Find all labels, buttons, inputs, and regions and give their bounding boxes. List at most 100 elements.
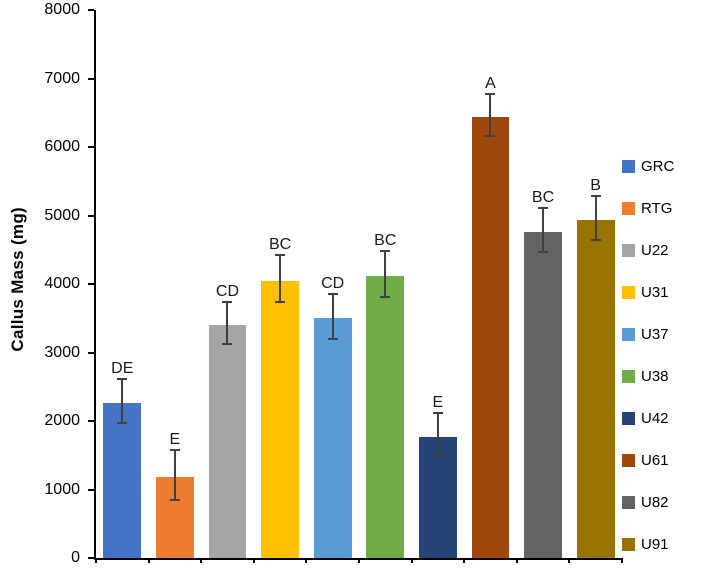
bar-group-u31: BC [254, 10, 307, 558]
legend-item-u82: U82 [622, 481, 716, 523]
x-tick-mark [410, 558, 413, 563]
bar-group-u61: A [464, 10, 517, 558]
bar [208, 325, 247, 558]
bar [313, 318, 352, 558]
significance-label: E [169, 431, 181, 449]
bar-group-u22: CD [201, 10, 254, 558]
significance-label: BC [268, 235, 292, 253]
error-bar-line [542, 209, 545, 251]
legend-label: U42 [641, 409, 669, 427]
bar-group-u82: BC [517, 10, 570, 558]
x-tick-mark [200, 558, 203, 563]
legend-label: U22 [641, 241, 669, 259]
error-bar-line [384, 251, 387, 296]
error-bar-line [279, 255, 282, 302]
significance-label: E [432, 394, 444, 412]
error-bar-line [226, 303, 229, 343]
bar [261, 280, 300, 558]
error-bar [327, 293, 338, 340]
significance-label: DE [111, 359, 134, 377]
y-tick-mark [88, 77, 94, 80]
y-tick-label: 2000 [44, 412, 80, 429]
legend-label: U91 [641, 535, 669, 553]
legend-label: U38 [641, 367, 669, 385]
legend-item-u38: U38 [622, 355, 716, 397]
y-axis-title-area: Callus Mass (mg) [0, 0, 36, 573]
legend-item-u31: U31 [622, 271, 716, 313]
y-tick-mark [88, 420, 94, 422]
error-bar [117, 377, 128, 425]
legend-label: U82 [641, 493, 669, 511]
error-bar-line [121, 379, 124, 423]
legend-swatch [622, 327, 635, 341]
legend: GRC RTG U22 U31 U37 U38 U42 U61 U82 U91 [622, 0, 716, 573]
error-bar [380, 249, 391, 298]
bar-group-u38: BC [359, 10, 412, 558]
legend-label: RTG [641, 199, 673, 217]
significance-label: BC [531, 189, 555, 207]
y-tick-mark [88, 488, 94, 491]
legend-item-u42: U42 [622, 397, 716, 439]
x-tick-mark [621, 558, 623, 563]
y-tick-mark [88, 283, 94, 285]
legend-swatch [622, 453, 635, 467]
y-tick-label: 0 [71, 549, 80, 566]
bar [366, 275, 405, 558]
x-tick-mark [147, 558, 150, 563]
legend-item-u91: U91 [622, 523, 716, 565]
bar-group-u37: CD [306, 10, 359, 558]
y-tick-label: 4000 [44, 275, 80, 292]
plot-area: DE E CD BC CD BC E A BC B [94, 10, 623, 563]
error-bar [275, 253, 286, 304]
legend-swatch [622, 243, 635, 257]
bar [524, 231, 562, 558]
y-tick-label: 3000 [44, 343, 80, 361]
legend-swatch [622, 495, 635, 509]
error-bar-line [173, 451, 176, 500]
x-tick-mark [358, 558, 360, 563]
significance-label: CD [215, 283, 240, 301]
legend-swatch [622, 369, 635, 383]
error-bar [538, 207, 549, 253]
x-tick-mark [305, 558, 308, 563]
legend-item-grc: GRC [622, 145, 716, 187]
y-tick-label: 5000 [44, 206, 80, 224]
x-tick-mark [568, 558, 571, 563]
y-tick-label: 8000 [44, 1, 80, 18]
x-tick-mark [515, 558, 518, 563]
bar-group-u42: E [412, 10, 465, 558]
error-bar-line [594, 196, 597, 239]
y-tick-mark [88, 214, 94, 217]
significance-label: BC [374, 231, 397, 249]
x-tick-mark [95, 558, 97, 563]
y-tick-mark [88, 557, 94, 559]
error-bar-line [436, 414, 439, 456]
y-tick-label: 1000 [44, 480, 80, 498]
significance-label: B [590, 176, 601, 194]
y-tick-mark [88, 351, 94, 354]
legend-label: U37 [641, 325, 669, 343]
legend-swatch [622, 411, 635, 425]
error-bar-line [489, 95, 492, 135]
legend-item-u37: U37 [622, 313, 716, 355]
error-bar [485, 93, 496, 137]
x-tick-mark [252, 558, 255, 563]
legend-item-u61: U61 [622, 439, 716, 481]
y-tick-mark [88, 9, 94, 11]
y-tick-label: 7000 [44, 69, 80, 87]
bar-group-rtg: E [149, 10, 202, 558]
bar [103, 403, 142, 558]
error-bar [169, 449, 180, 502]
x-tick-mark [463, 558, 466, 563]
legend-swatch [622, 159, 635, 173]
bar-group-grc: DE [96, 10, 149, 558]
bar-group-u91: B [569, 10, 622, 558]
bar [576, 219, 615, 558]
legend-item-u22: U22 [622, 229, 716, 271]
legend-label: U31 [641, 283, 669, 301]
legend-label: U61 [641, 451, 669, 469]
y-axis-title: Callus Mass (mg) [8, 207, 27, 352]
legend-swatch [622, 285, 635, 299]
error-bar [590, 194, 601, 241]
